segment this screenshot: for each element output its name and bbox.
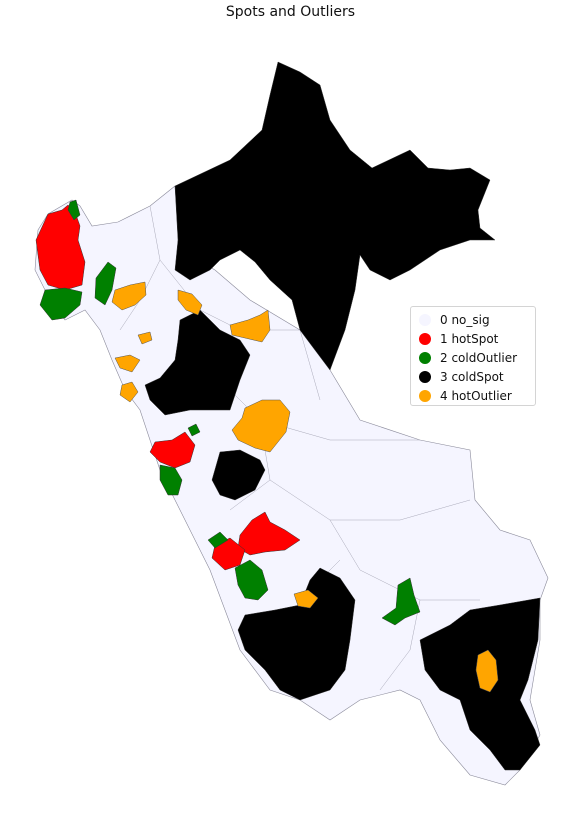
region-hotoutlier-7 (231, 399, 291, 453)
region-hotoutlier-4 (137, 331, 153, 345)
legend-marker-hotoutlier (419, 389, 431, 402)
hotoutlier-regions (111, 281, 499, 693)
region-coldspot-north (174, 61, 496, 371)
region-hotoutlier-6 (119, 381, 139, 403)
region-hotoutlier-8 (293, 589, 319, 609)
map-title: Spots and Outliers (225, 4, 356, 20)
region-coldoutlier-nw3 (94, 261, 117, 306)
region-hotspot-coast (149, 431, 196, 469)
legend-label: 2 coldOutlier (440, 350, 518, 365)
region-hotoutlier-9 (475, 649, 499, 693)
region-hotspot-center (237, 511, 301, 556)
region-hotoutlier-3 (229, 309, 271, 343)
region-coldoutlier-center (234, 559, 269, 601)
region-coldspot-mid (211, 449, 266, 501)
legend-entry: 4 hotOutlier (419, 386, 535, 405)
legend-label: 0 no_sig (440, 312, 490, 327)
region-hotspot-northwest (35, 204, 86, 291)
region-coldoutlier-nw1 (67, 199, 81, 221)
hotspot-regions (35, 204, 301, 571)
coldoutlier-regions (39, 199, 421, 626)
region-hotoutlier-5 (114, 354, 141, 373)
region-coldoutlier-center2 (207, 531, 229, 549)
region-no-sig-base (34, 185, 549, 786)
legend-entry: 3 coldSpot (419, 367, 535, 386)
legend-entry: 2 coldOutlier (419, 348, 535, 367)
region-coldspot-center (144, 309, 251, 416)
legend-marker-hotspot (419, 332, 431, 345)
region-coldoutlier-coast (159, 464, 183, 496)
region-coldoutlier-east (381, 577, 421, 626)
legend-label: 3 coldSpot (440, 369, 504, 384)
region-coldoutlier-nw2 (39, 287, 83, 321)
legend-entry: 1 hotSpot (419, 329, 535, 348)
legend-label: 1 hotSpot (440, 331, 499, 346)
legend-label: 4 hotOutlier (440, 388, 512, 403)
legend-entry: 0 no_sig (419, 310, 535, 329)
legend-marker-coldspot (419, 370, 431, 383)
region-hotoutlier-1 (111, 281, 147, 311)
legend-marker-coldoutlier (419, 351, 431, 364)
region-hotspot-center2 (211, 537, 246, 571)
legend: 0 no_sig 1 hotSpot 2 coldOutlier 3 coldS… (410, 306, 536, 406)
region-coldoutlier-small (187, 423, 201, 437)
legend-marker-no-sig (419, 313, 431, 326)
region-hotoutlier-2 (177, 289, 203, 316)
